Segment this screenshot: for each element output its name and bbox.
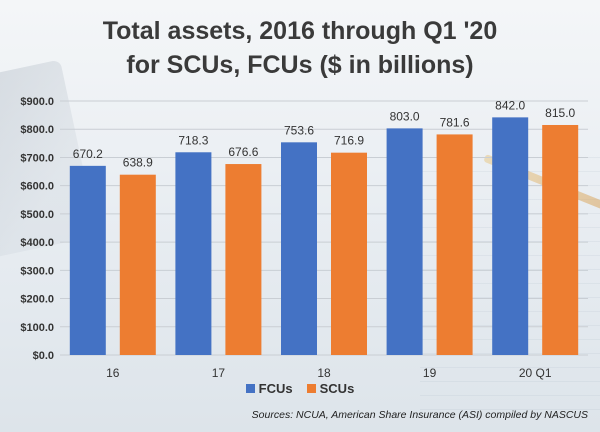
x-tick-label: 20 Q1: [519, 366, 552, 380]
data-label-scus: 638.9: [123, 156, 153, 170]
y-tick-label: $500.0: [20, 209, 54, 221]
data-label-scus: 815.0: [545, 106, 575, 120]
legend-item-fcus: FCUs: [245, 381, 293, 396]
y-tick-label: $300.0: [20, 265, 54, 277]
chart-title-line-1: Total assets, 2016 through Q1 '20: [102, 17, 498, 45]
legend-swatch-fcus: [245, 384, 255, 393]
data-label-fcus: 803.0: [390, 109, 420, 123]
data-label-scus: 676.6: [228, 145, 258, 159]
y-tick-label: $100.0: [20, 322, 54, 334]
bar-fcus: [175, 152, 212, 355]
data-label-scus: 781.6: [440, 115, 470, 129]
y-tick-label: $900.0: [20, 96, 54, 108]
bar-fcus: [69, 165, 106, 355]
x-tick-label: 19: [423, 366, 437, 380]
bar-scus: [331, 152, 367, 355]
data-label-scus: 716.9: [334, 134, 364, 148]
y-tick-label: $600.0: [20, 181, 54, 193]
y-tick-label: $700.0: [20, 152, 54, 164]
data-label-fcus: 842.0: [495, 98, 525, 112]
chart-title-line-2: for SCUs, FCUs ($ in billions): [126, 51, 474, 79]
bar-fcus: [492, 117, 529, 355]
legend-label-fcus: FCUs: [258, 381, 293, 396]
y-tick-label: $400.0: [20, 237, 54, 249]
legend-label-scus: SCUs: [319, 381, 355, 396]
bar-scus: [119, 174, 156, 355]
legend-item-scus: SCUs: [306, 381, 355, 396]
y-tick-label: $200.0: [20, 294, 54, 306]
x-tick-label: 17: [212, 366, 226, 380]
x-tick-label: 18: [317, 366, 331, 380]
legend-swatch-scus: [306, 384, 316, 393]
bar-scus: [436, 134, 473, 355]
data-label-fcus: 670.2: [73, 147, 103, 161]
y-tick-label: $0.0: [33, 350, 54, 362]
x-tick-label: 16: [106, 366, 120, 380]
data-label-fcus: 718.3: [178, 133, 208, 147]
bar-scus: [225, 164, 262, 355]
bar-fcus: [386, 128, 423, 355]
legend: FCUs SCUs: [0, 381, 600, 396]
bar-scus: [542, 124, 579, 355]
y-tick-label: $800.0: [20, 124, 54, 136]
source-note: Sources: NCUA, American Share Insurance …: [251, 409, 588, 421]
bar-fcus: [281, 142, 317, 355]
data-label-fcus: 753.6: [284, 123, 314, 137]
